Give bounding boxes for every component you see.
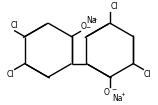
Text: O: O bbox=[81, 22, 87, 31]
Text: Cl: Cl bbox=[111, 2, 118, 11]
Text: −: − bbox=[111, 86, 116, 91]
Text: Cl: Cl bbox=[144, 70, 152, 79]
Text: −: − bbox=[85, 24, 90, 29]
Text: O: O bbox=[103, 88, 109, 97]
Text: +: + bbox=[120, 92, 125, 97]
Text: +: + bbox=[93, 17, 97, 22]
Text: Na: Na bbox=[112, 94, 123, 103]
Text: Cl: Cl bbox=[6, 70, 14, 79]
Text: Cl: Cl bbox=[11, 21, 18, 30]
Text: Na: Na bbox=[86, 16, 97, 25]
